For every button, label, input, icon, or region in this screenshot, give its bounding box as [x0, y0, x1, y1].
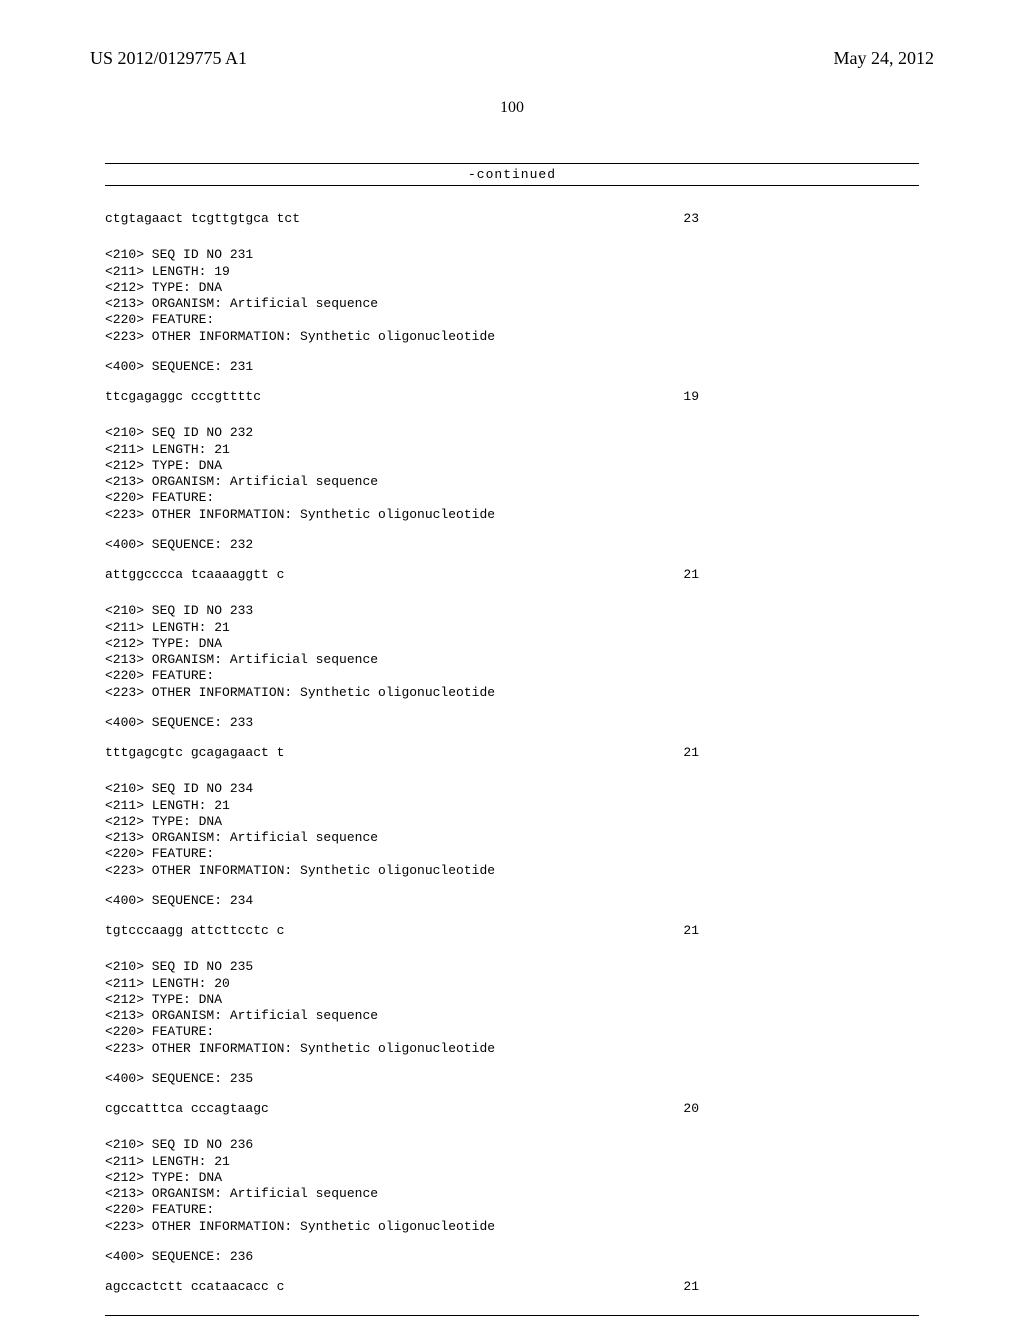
- meta-line: <220> FEATURE:: [105, 312, 919, 328]
- sequence-line: agccactctt ccataacacc c 21: [105, 1279, 919, 1295]
- meta-line: <212> TYPE: DNA: [105, 636, 919, 652]
- sequence-header: <400> SEQUENCE: 235: [105, 1071, 919, 1087]
- meta-line: <220> FEATURE:: [105, 1024, 919, 1040]
- sequence-block: <210> SEQ ID NO 236<211> LENGTH: 21<212>…: [105, 1137, 919, 1295]
- continued-bar: -continued: [105, 163, 919, 186]
- meta-line: <211> LENGTH: 21: [105, 1154, 919, 1170]
- sequence-header: <400> SEQUENCE: 231: [105, 359, 919, 375]
- meta-line: <223> OTHER INFORMATION: Synthetic oligo…: [105, 329, 919, 345]
- sequence-length: 23: [683, 211, 919, 227]
- meta-line: <210> SEQ ID NO 234: [105, 781, 919, 797]
- meta-line: <210> SEQ ID NO 236: [105, 1137, 919, 1153]
- sequence-length: 20: [683, 1101, 919, 1117]
- meta-line: <223> OTHER INFORMATION: Synthetic oligo…: [105, 1041, 919, 1057]
- meta-line: <223> OTHER INFORMATION: Synthetic oligo…: [105, 863, 919, 879]
- meta-line: <220> FEATURE:: [105, 490, 919, 506]
- publication-number: US 2012/0129775 A1: [90, 48, 247, 69]
- sequence-text: tgtcccaagg attcttcctc c: [105, 923, 284, 939]
- meta-line: <220> FEATURE:: [105, 1202, 919, 1218]
- sequence-block-top: ctgtagaact tcgttgtgca tct 23: [105, 211, 919, 227]
- meta-line: <223> OTHER INFORMATION: Synthetic oligo…: [105, 1219, 919, 1235]
- sequence-length: 21: [683, 745, 919, 761]
- sequence-line: tttgagcgtc gcagagaact t 21: [105, 745, 919, 761]
- meta-line: <210> SEQ ID NO 235: [105, 959, 919, 975]
- meta-line: <210> SEQ ID NO 232: [105, 425, 919, 441]
- sequence-line: cgccatttca cccagtaagc 20: [105, 1101, 919, 1117]
- sequence-length: 21: [683, 567, 919, 583]
- sequence-text: ctgtagaact tcgttgtgca tct: [105, 211, 300, 227]
- sequence-length: 19: [683, 389, 919, 405]
- meta-line: <211> LENGTH: 21: [105, 620, 919, 636]
- meta-line: <220> FEATURE:: [105, 846, 919, 862]
- meta-line: <223> OTHER INFORMATION: Synthetic oligo…: [105, 507, 919, 523]
- meta-line: <213> ORGANISM: Artificial sequence: [105, 1008, 919, 1024]
- meta-line: <211> LENGTH: 19: [105, 264, 919, 280]
- sequence-text: attggcccca tcaaaaggtt c: [105, 567, 284, 583]
- sequence-meta: <210> SEQ ID NO 231<211> LENGTH: 19<212>…: [105, 247, 919, 345]
- meta-line: <211> LENGTH: 21: [105, 798, 919, 814]
- sequence-block: <210> SEQ ID NO 232<211> LENGTH: 21<212>…: [105, 425, 919, 583]
- sequence-text: agccactctt ccataacacc c: [105, 1279, 284, 1295]
- meta-line: <213> ORGANISM: Artificial sequence: [105, 1186, 919, 1202]
- sequence-block: <210> SEQ ID NO 234<211> LENGTH: 21<212>…: [105, 781, 919, 939]
- sequence-text: ttcgagaggc cccgttttc: [105, 389, 261, 405]
- sequence-block: <210> SEQ ID NO 233<211> LENGTH: 21<212>…: [105, 603, 919, 761]
- meta-line: <212> TYPE: DNA: [105, 280, 919, 296]
- end-rule: [105, 1315, 919, 1316]
- publication-date: May 24, 2012: [834, 48, 935, 69]
- sequence-text: tttgagcgtc gcagagaact t: [105, 745, 284, 761]
- meta-line: <213> ORGANISM: Artificial sequence: [105, 652, 919, 668]
- meta-line: <213> ORGANISM: Artificial sequence: [105, 296, 919, 312]
- continued-label: -continued: [105, 163, 919, 186]
- sequence-meta: <210> SEQ ID NO 235<211> LENGTH: 20<212>…: [105, 959, 919, 1057]
- sequence-text: cgccatttca cccagtaagc: [105, 1101, 269, 1117]
- page-header: US 2012/0129775 A1 May 24, 2012: [90, 48, 934, 69]
- sequence-entries: <210> SEQ ID NO 231<211> LENGTH: 19<212>…: [90, 247, 934, 1295]
- page-number: 100: [90, 99, 934, 117]
- page: US 2012/0129775 A1 May 24, 2012 100 -con…: [0, 0, 1024, 1320]
- meta-line: <213> ORGANISM: Artificial sequence: [105, 474, 919, 490]
- sequence-meta: <210> SEQ ID NO 234<211> LENGTH: 21<212>…: [105, 781, 919, 879]
- sequence-meta: <210> SEQ ID NO 233<211> LENGTH: 21<212>…: [105, 603, 919, 701]
- sequence-header: <400> SEQUENCE: 234: [105, 893, 919, 909]
- meta-line: <210> SEQ ID NO 231: [105, 247, 919, 263]
- meta-line: <211> LENGTH: 21: [105, 442, 919, 458]
- sequence-line: attggcccca tcaaaaggtt c 21: [105, 567, 919, 583]
- sequence-meta: <210> SEQ ID NO 232<211> LENGTH: 21<212>…: [105, 425, 919, 523]
- meta-line: <220> FEATURE:: [105, 668, 919, 684]
- meta-line: <211> LENGTH: 20: [105, 976, 919, 992]
- sequence-meta: <210> SEQ ID NO 236<211> LENGTH: 21<212>…: [105, 1137, 919, 1235]
- sequence-length: 21: [683, 923, 919, 939]
- sequence-header: <400> SEQUENCE: 236: [105, 1249, 919, 1265]
- sequence-header: <400> SEQUENCE: 232: [105, 537, 919, 553]
- sequence-block: <210> SEQ ID NO 231<211> LENGTH: 19<212>…: [105, 247, 919, 405]
- sequence-header: <400> SEQUENCE: 233: [105, 715, 919, 731]
- meta-line: <212> TYPE: DNA: [105, 1170, 919, 1186]
- meta-line: <212> TYPE: DNA: [105, 814, 919, 830]
- sequence-block: <210> SEQ ID NO 235<211> LENGTH: 20<212>…: [105, 959, 919, 1117]
- sequence-line: ttcgagaggc cccgttttc 19: [105, 389, 919, 405]
- meta-line: <212> TYPE: DNA: [105, 458, 919, 474]
- meta-line: <223> OTHER INFORMATION: Synthetic oligo…: [105, 685, 919, 701]
- sequence-line: tgtcccaagg attcttcctc c 21: [105, 923, 919, 939]
- meta-line: <213> ORGANISM: Artificial sequence: [105, 830, 919, 846]
- meta-line: <210> SEQ ID NO 233: [105, 603, 919, 619]
- sequence-length: 21: [683, 1279, 919, 1295]
- meta-line: <212> TYPE: DNA: [105, 992, 919, 1008]
